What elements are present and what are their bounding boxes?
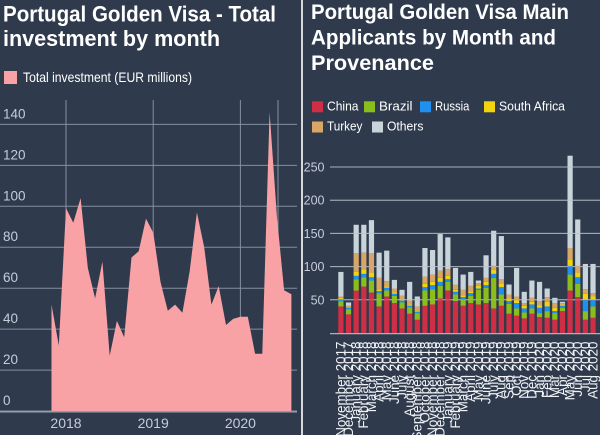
svg-text:200: 200 [304,194,325,208]
svg-text:August 2018: August 2018 [402,342,417,417]
svg-text:December 2017: December 2017 [341,342,356,435]
svg-text:Russia: Russia [435,99,470,114]
svg-text:March 2019: March 2019 [456,342,471,413]
svg-text:100: 100 [3,188,26,203]
svg-text:investment by month: investment by month [3,26,220,51]
svg-text:Portugal Golden Visa - Total: Portugal Golden Visa - Total [3,2,276,27]
svg-text:2020: 2020 [225,415,256,431]
svg-text:Sep 2019: Sep 2019 [501,342,516,399]
svg-text:20: 20 [3,352,18,367]
svg-text:Oct 2019: Oct 2019 [509,342,524,396]
svg-text:80: 80 [3,229,18,244]
svg-text:Apr 2020: Apr 2020 [555,342,570,396]
svg-text:January 2019: January 2019 [440,342,455,423]
svg-text:2019: 2019 [138,415,169,431]
svg-text:February 2019: February 2019 [448,342,463,429]
svg-text:December 2018: December 2018 [433,342,448,435]
svg-text:40: 40 [3,311,18,326]
svg-text:February 2018: February 2018 [356,342,371,429]
svg-text:April 2018: April 2018 [372,342,387,402]
svg-text:2018: 2018 [50,415,81,431]
svg-text:Brazil: Brazil [379,99,413,114]
svg-text:Applicants by Month and: Applicants by Month and [311,26,556,50]
svg-text:May 2020: May 2020 [563,342,578,401]
svg-text:June 2018: June 2018 [387,342,402,405]
svg-text:April 2019: April 2019 [463,342,478,402]
svg-text:Mar 2020: Mar 2020 [547,342,562,399]
svg-text:Dec 2019: Dec 2019 [524,342,539,399]
svg-text:July 2019: July 2019 [486,342,501,399]
svg-text:Provenance: Provenance [311,51,434,75]
svg-text:Aug 2020: Aug 2020 [585,342,600,399]
svg-text:Jun 2020: Jun 2020 [570,342,585,397]
svg-text:250: 250 [304,161,325,175]
svg-text:October 2018: October 2018 [417,342,432,423]
svg-text:0: 0 [3,393,11,408]
svg-text:Aug 2019: Aug 2019 [494,342,509,399]
svg-text:May 2019: May 2019 [471,342,486,401]
svg-text:120: 120 [3,147,26,162]
svg-text:June 2019: June 2019 [479,342,494,405]
svg-text:March 2018: March 2018 [364,342,379,413]
svg-text:January 2018: January 2018 [349,342,364,423]
svg-text:November 2017: November 2017 [333,342,348,435]
svg-text:July 2018: July 2018 [394,342,409,399]
svg-text:Total investment (EUR millions: Total investment (EUR millions) [23,69,192,85]
svg-text:South Africa: South Africa [499,99,566,114]
svg-text:Others: Others [387,119,424,134]
svg-text:100: 100 [304,260,325,274]
svg-text:50: 50 [311,293,325,307]
svg-text:Feb 2020: Feb 2020 [540,342,555,399]
svg-text:Portugal Golden Visa Main: Portugal Golden Visa Main [311,0,569,24]
svg-text:Jul 2020: Jul 2020 [578,342,593,393]
svg-text:September 2018: September 2018 [410,342,425,435]
svg-text:140: 140 [3,106,26,121]
svg-text:November 2018: November 2018 [425,342,440,435]
svg-text:150: 150 [304,227,325,241]
svg-text:60: 60 [3,270,18,285]
svg-text:Turkey: Turkey [327,119,363,134]
svg-text:Nov 2019: Nov 2019 [517,342,532,399]
svg-text:China: China [327,99,359,114]
svg-text:Jan 2020: Jan 2020 [532,342,547,397]
svg-text:May 2018: May 2018 [379,342,394,401]
